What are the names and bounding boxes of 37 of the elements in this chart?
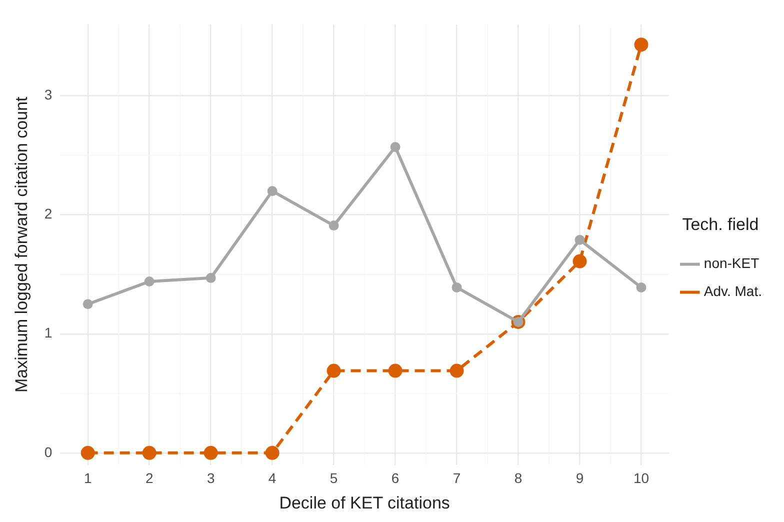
point [326,364,341,378]
x-tick-label: 1 [84,470,92,486]
y-axis-title: Maximum logged forward citation count [12,96,31,392]
point [206,272,216,283]
point [144,276,154,286]
point [634,38,648,52]
y-tick-label: 1 [44,324,52,341]
point [204,446,218,460]
point [574,234,585,245]
point [388,364,402,378]
point [452,282,462,292]
x-tick-label: 4 [268,470,276,486]
point [636,282,646,292]
point [390,142,400,152]
point [450,364,464,378]
legend-label: Adv. Mat. [704,283,762,300]
point [267,186,278,196]
x-tick-label: 8 [514,470,522,486]
legend-label: non-KET [704,255,760,272]
y-tick-label: 2 [44,206,52,222]
x-tick-label: 6 [391,470,400,486]
point [572,254,587,268]
x-axis-title: Decile of KET citations [279,493,450,512]
point [142,446,156,460]
x-tick-label: 5 [330,470,338,486]
legend-title: Tech. field [682,214,759,234]
x-tick-label: 2 [145,470,154,486]
y-tick-label: 0 [44,444,52,460]
x-tick-label: 3 [206,470,215,486]
point [328,220,339,231]
point [80,446,95,460]
x-tick-label: 9 [576,470,584,486]
x-tick-label: 10 [633,470,650,486]
x-tick-label: 7 [452,470,461,486]
point [265,446,280,460]
point [82,299,93,310]
y-tick-label: 3 [44,86,52,103]
